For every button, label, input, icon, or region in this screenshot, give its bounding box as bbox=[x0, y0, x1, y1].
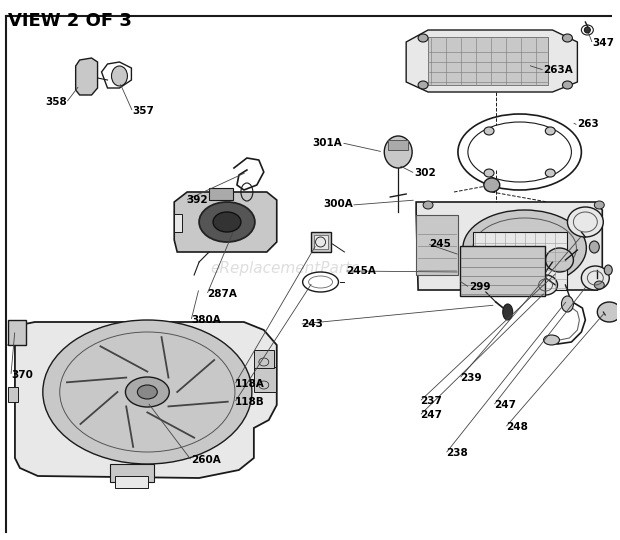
Text: 260A: 260A bbox=[192, 455, 221, 465]
Polygon shape bbox=[76, 58, 97, 95]
Text: 247: 247 bbox=[494, 400, 516, 410]
Ellipse shape bbox=[546, 169, 556, 177]
Bar bbox=[314, 235, 327, 249]
Text: 380A: 380A bbox=[192, 315, 221, 325]
Ellipse shape bbox=[199, 202, 255, 242]
Bar bbox=[8, 387, 18, 402]
Ellipse shape bbox=[503, 304, 513, 320]
Text: 392: 392 bbox=[187, 195, 208, 205]
Ellipse shape bbox=[138, 385, 157, 399]
Ellipse shape bbox=[125, 377, 169, 407]
Text: 237: 237 bbox=[420, 396, 441, 406]
Ellipse shape bbox=[595, 281, 604, 289]
Text: 239: 239 bbox=[460, 373, 482, 383]
Bar bbox=[428, 37, 547, 85]
Text: 300A: 300A bbox=[323, 199, 353, 209]
Ellipse shape bbox=[43, 320, 252, 464]
Text: 263: 263 bbox=[577, 119, 599, 129]
Polygon shape bbox=[174, 192, 277, 252]
Polygon shape bbox=[406, 30, 577, 92]
Text: 370: 370 bbox=[11, 370, 33, 380]
Bar bbox=[209, 188, 233, 200]
Text: 118B: 118B bbox=[234, 397, 264, 407]
Bar bbox=[254, 367, 276, 392]
Ellipse shape bbox=[595, 201, 604, 209]
Ellipse shape bbox=[582, 266, 609, 290]
Ellipse shape bbox=[562, 296, 574, 312]
Bar bbox=[388, 140, 408, 150]
Text: 301A: 301A bbox=[313, 138, 343, 148]
Polygon shape bbox=[15, 322, 277, 478]
Ellipse shape bbox=[484, 178, 500, 192]
Ellipse shape bbox=[112, 66, 128, 86]
Text: 245: 245 bbox=[429, 239, 451, 249]
Bar bbox=[473, 232, 567, 290]
Text: 247: 247 bbox=[420, 410, 441, 420]
Ellipse shape bbox=[534, 275, 557, 295]
Ellipse shape bbox=[423, 201, 433, 209]
Bar bbox=[8, 320, 26, 345]
Bar bbox=[311, 232, 330, 252]
Text: 248: 248 bbox=[506, 422, 528, 431]
Text: VIEW 2 OF 3: VIEW 2 OF 3 bbox=[8, 12, 132, 30]
Ellipse shape bbox=[213, 212, 241, 232]
Ellipse shape bbox=[590, 241, 600, 253]
Bar bbox=[416, 215, 458, 275]
Bar bbox=[460, 246, 544, 296]
Bar bbox=[254, 350, 274, 368]
Ellipse shape bbox=[418, 81, 428, 89]
Ellipse shape bbox=[546, 248, 574, 272]
Bar bbox=[174, 214, 182, 232]
Ellipse shape bbox=[597, 302, 620, 322]
Bar bbox=[115, 476, 148, 488]
Text: 245A: 245A bbox=[345, 266, 376, 276]
Text: 302: 302 bbox=[415, 168, 436, 178]
Ellipse shape bbox=[567, 207, 603, 237]
Text: 118A: 118A bbox=[234, 380, 264, 389]
Text: 287A: 287A bbox=[206, 289, 237, 299]
Ellipse shape bbox=[484, 169, 494, 177]
Ellipse shape bbox=[384, 136, 412, 168]
Text: 357: 357 bbox=[133, 106, 154, 116]
Text: eReplacementParts: eReplacementParts bbox=[210, 260, 359, 275]
Ellipse shape bbox=[562, 34, 572, 42]
Text: 243: 243 bbox=[301, 319, 323, 329]
Ellipse shape bbox=[484, 127, 494, 135]
Ellipse shape bbox=[546, 127, 556, 135]
Ellipse shape bbox=[463, 210, 587, 286]
Ellipse shape bbox=[562, 81, 572, 89]
Ellipse shape bbox=[604, 265, 612, 275]
Ellipse shape bbox=[544, 335, 559, 345]
Text: 263A: 263A bbox=[543, 65, 573, 75]
Bar bbox=[110, 464, 154, 482]
Text: 299: 299 bbox=[469, 282, 490, 292]
Ellipse shape bbox=[418, 34, 428, 42]
Text: 358: 358 bbox=[45, 97, 67, 106]
Ellipse shape bbox=[585, 27, 590, 33]
Text: 238: 238 bbox=[446, 448, 467, 457]
Polygon shape bbox=[416, 202, 602, 290]
Text: 347: 347 bbox=[593, 38, 614, 48]
